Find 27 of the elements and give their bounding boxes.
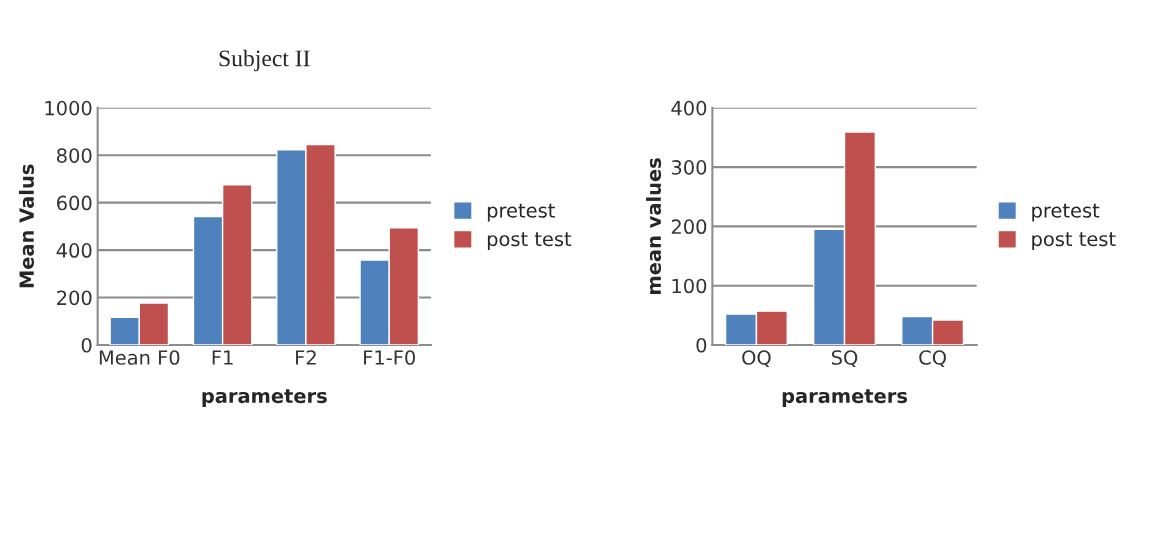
x-axis-title: parameters [782, 389, 908, 407]
x-tick-label: F1-F0 [364, 350, 415, 365]
y-tick-label: 600 [57, 195, 92, 211]
y-tick-label: 100 [672, 278, 707, 294]
x-tick-label: F2 [296, 350, 316, 365]
y-axis-title: Mean Valus [18, 164, 34, 288]
chart-title: Subject II [219, 49, 310, 72]
y-tick-label: 0 [81, 337, 92, 353]
y-tick-label: 300 [671, 160, 707, 175]
y-tick-label: 0 [696, 337, 707, 353]
legend-label: pretest [1032, 203, 1100, 222]
y-axis-title: mean values [646, 158, 662, 294]
x-tick-label: F1 [212, 350, 233, 365]
legend-label: post test [1032, 232, 1116, 251]
x-tick-label: SQ [831, 350, 858, 368]
x-tick-label: OQ [742, 350, 771, 368]
y-tick-label: 1000 [45, 100, 92, 116]
y-tick-label: 200 [57, 290, 92, 306]
legend-label: post test [487, 232, 572, 251]
y-tick-label: 800 [57, 148, 92, 163]
x-tick-label: Mean F0 [99, 350, 180, 365]
legend-label: pretest [487, 203, 555, 222]
x-axis-title: parameters [202, 389, 327, 407]
y-tick-label: 400 [56, 243, 92, 258]
x-tick-label: CQ [919, 350, 946, 368]
y-tick-label: 200 [671, 219, 707, 235]
y-tick-label: 400 [671, 100, 707, 116]
